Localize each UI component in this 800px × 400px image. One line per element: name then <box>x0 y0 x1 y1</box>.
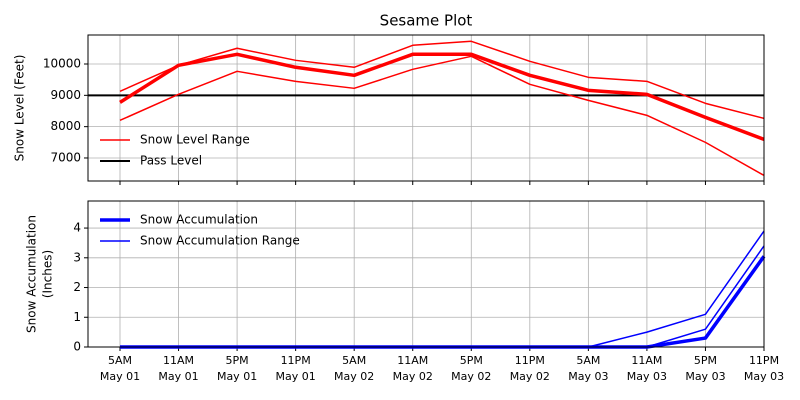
y-tick-label: 10000 <box>43 57 81 71</box>
y-tick-label: 4 <box>73 221 81 235</box>
x-tick-label: May 01 <box>276 370 316 383</box>
x-tick-label: 11PM <box>281 354 311 367</box>
y-tick-label: 8000 <box>50 119 81 133</box>
x-tick-label: 11AM <box>397 354 428 367</box>
data-line <box>119 55 765 177</box>
plot-frame <box>87 200 765 348</box>
x-tick-label: May 01 <box>217 370 257 383</box>
legend-label: Snow Accumulation Range <box>140 234 300 248</box>
y-axis-label: Snow Level (Feet) <box>13 55 27 162</box>
x-tick-label: 11PM <box>749 354 779 367</box>
x-tick-label: May 02 <box>510 370 550 383</box>
x-tick-label: May 03 <box>685 370 725 383</box>
x-tick-label: 5AM <box>342 354 366 367</box>
y-tick-label: 2 <box>73 280 81 294</box>
x-tick-label: 5PM <box>460 354 483 367</box>
y-axis-label: Snow Accumulation <box>25 215 39 333</box>
x-tick-label: May 02 <box>393 370 433 383</box>
y-tick-label: 9000 <box>50 88 81 102</box>
x-tick-label: 11AM <box>163 354 194 367</box>
x-tick-label: May 03 <box>744 370 784 383</box>
data-line <box>120 230 765 348</box>
y-axis-label: (Inches) <box>41 250 55 298</box>
data-line <box>119 40 765 120</box>
legend-label: Pass Level <box>140 154 202 168</box>
x-tick-label: May 02 <box>451 370 491 383</box>
legend-label: Snow Accumulation <box>140 213 258 227</box>
x-tick-label: 11PM <box>515 354 545 367</box>
x-tick-label: 5AM <box>108 354 132 367</box>
x-tick-label: May 03 <box>568 370 608 383</box>
x-tick-label: May 02 <box>334 370 374 383</box>
x-tick-label: May 03 <box>627 370 667 383</box>
chart-title: Sesame Plot <box>380 12 473 30</box>
y-tick-label: 1 <box>73 310 81 324</box>
x-tick-label: May 01 <box>100 370 140 383</box>
x-tick-label: 11AM <box>631 354 662 367</box>
plot-frame <box>87 34 765 182</box>
x-tick-label: 5PM <box>226 354 249 367</box>
y-tick-label: 3 <box>73 250 81 264</box>
legend-label: Snow Level Range <box>140 133 250 147</box>
x-tick-label: 5AM <box>576 354 600 367</box>
data-line <box>120 245 765 348</box>
data-line <box>119 52 765 142</box>
data-line <box>120 255 766 349</box>
x-tick-label: May 01 <box>158 370 198 383</box>
y-tick-label: 7000 <box>50 150 81 164</box>
y-tick-label: 0 <box>73 340 81 354</box>
x-tick-label: 5PM <box>694 354 717 367</box>
